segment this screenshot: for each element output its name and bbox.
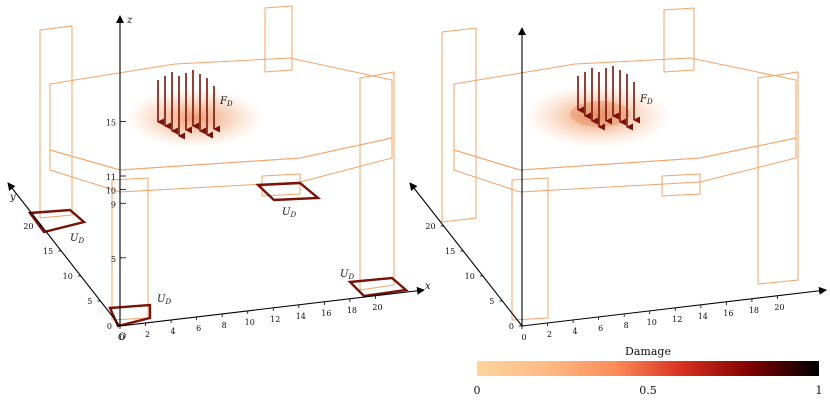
- right-x-tick-label: 18: [749, 306, 759, 315]
- colorbar-title: Damage: [625, 345, 671, 358]
- left-x-tick-label: 20: [372, 303, 382, 312]
- right-damage-hotspot: [524, 84, 672, 148]
- right-x-tick-label: 16: [723, 309, 733, 318]
- left-z-tick-label: 5: [111, 255, 116, 264]
- right-x-axis: [521, 286, 827, 327]
- right-y-tick-label: 15: [445, 247, 455, 256]
- left-z-tick-label: 10: [106, 187, 116, 196]
- left-z-tick-label: 9: [111, 200, 116, 209]
- right-leg-back-right: [663, 7, 695, 73]
- left-leg-back-right: [264, 5, 293, 73]
- right-leg-right: [757, 71, 799, 285]
- right-x-tick-label: 10: [647, 318, 657, 327]
- left-x-tick-label: 8: [222, 321, 227, 330]
- support-label-front: UD: [157, 294, 171, 306]
- left-supports: [27, 181, 409, 328]
- right-structure: [441, 7, 799, 321]
- left-x-tick-label: 16: [321, 309, 331, 318]
- right-y-tick-label: 5: [489, 297, 494, 306]
- right-slab-edge: [453, 137, 797, 193]
- colorbar: Damage 0 0.5 1: [474, 345, 823, 397]
- left-x-tick-label: 0: [119, 333, 124, 342]
- right-x-tick-label: 6: [598, 324, 603, 333]
- right-stub: [661, 173, 701, 197]
- left-axes: [7, 15, 425, 327]
- load-label-subscript: D: [226, 100, 233, 108]
- left-slab-edge: [49, 137, 393, 193]
- support-right: [347, 276, 409, 298]
- left-x-tick-label: 6: [196, 324, 201, 333]
- left-x-tick-label: 10: [245, 318, 255, 327]
- left-x-tick-label: 14: [296, 312, 306, 321]
- colorbar-tick-0: 0: [474, 384, 481, 397]
- right-load-arrows: [577, 66, 640, 131]
- left-y-ticks: 0 5 10 15 20: [23, 222, 120, 331]
- left-x-tick-label: 2: [145, 330, 150, 339]
- colorbar-tick-mid: 0.5: [639, 384, 657, 397]
- right-damage-core: [570, 101, 630, 127]
- support-label-right: UD: [340, 269, 354, 281]
- left-leg-front: [111, 177, 149, 321]
- right-x-tick-label: 4: [573, 327, 578, 336]
- right-y-tick-label: 0: [509, 322, 514, 331]
- colorbar-tick-1: 1: [816, 384, 823, 397]
- left-load-arrows: [157, 70, 220, 140]
- right-x-tick-label: 0: [521, 333, 526, 342]
- right-leg-front: [511, 177, 549, 321]
- y-axis: [7, 182, 121, 327]
- right-leg-back-left: [441, 27, 477, 223]
- left-y-tick-label: 20: [23, 222, 33, 231]
- left-z-ticks: 5 9 10 11 15: [106, 118, 126, 264]
- right-x-tick-label: 12: [672, 315, 682, 324]
- left-y-tick-label: 0: [107, 322, 112, 331]
- right-axes: [409, 27, 827, 327]
- left-y-tick-label: 5: [87, 297, 92, 306]
- right-x-ticks: 0 2 4 6 8 10 12 14 16 18 20: [521, 296, 785, 342]
- support-label-back-left: UD: [70, 233, 84, 245]
- y-axis-label: y: [9, 192, 16, 203]
- left-leg-back-left: [39, 25, 73, 219]
- right-y-tick-label: 20: [425, 222, 435, 231]
- left-y-tick-label: 10: [63, 272, 73, 281]
- right-y-ticks: 0 5 10 15 20: [425, 222, 522, 331]
- z-axis-label: z: [126, 15, 133, 26]
- right-y-axis: [409, 182, 523, 327]
- left-x-ticks: 0 2 4 6 8 10 12 14 16 18 20: [119, 296, 383, 342]
- left-leg-right: [359, 71, 395, 291]
- right-x-tick-label: 20: [774, 303, 784, 312]
- right-x-tick-label: 8: [624, 321, 629, 330]
- origin-label: O: [118, 332, 126, 343]
- left-z-tick-label: 15: [106, 118, 116, 127]
- left-z-tick-label: 11: [106, 173, 116, 182]
- left-x-tick-label: 18: [347, 306, 357, 315]
- left-structure: [39, 5, 395, 321]
- left-damage-hotspot: [125, 88, 265, 148]
- left-y-tick-label: 15: [43, 247, 53, 256]
- support-label-middle: UD: [282, 207, 296, 219]
- right-x-tick-label: 14: [698, 312, 708, 321]
- right-x-tick-label: 2: [547, 330, 552, 339]
- support-middle: [255, 181, 322, 202]
- colorbar-gradient-bar: [477, 361, 819, 376]
- left-x-tick-label: 4: [171, 327, 176, 336]
- x-axis: [119, 286, 425, 327]
- right-y-tick-label: 10: [465, 272, 475, 281]
- left-panel: FD UD UD UD UD z y x O 0 2 4 6 8 10 12 14 16 18 20…: [7, 5, 431, 343]
- left-x-tick-label: 12: [270, 315, 280, 324]
- x-axis-label: x: [425, 281, 431, 292]
